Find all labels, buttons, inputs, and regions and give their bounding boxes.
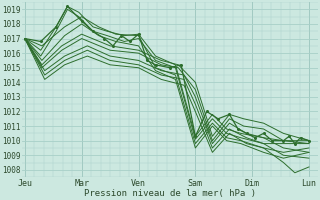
X-axis label: Pression niveau de la mer( hPa ): Pression niveau de la mer( hPa ) [84,189,256,198]
